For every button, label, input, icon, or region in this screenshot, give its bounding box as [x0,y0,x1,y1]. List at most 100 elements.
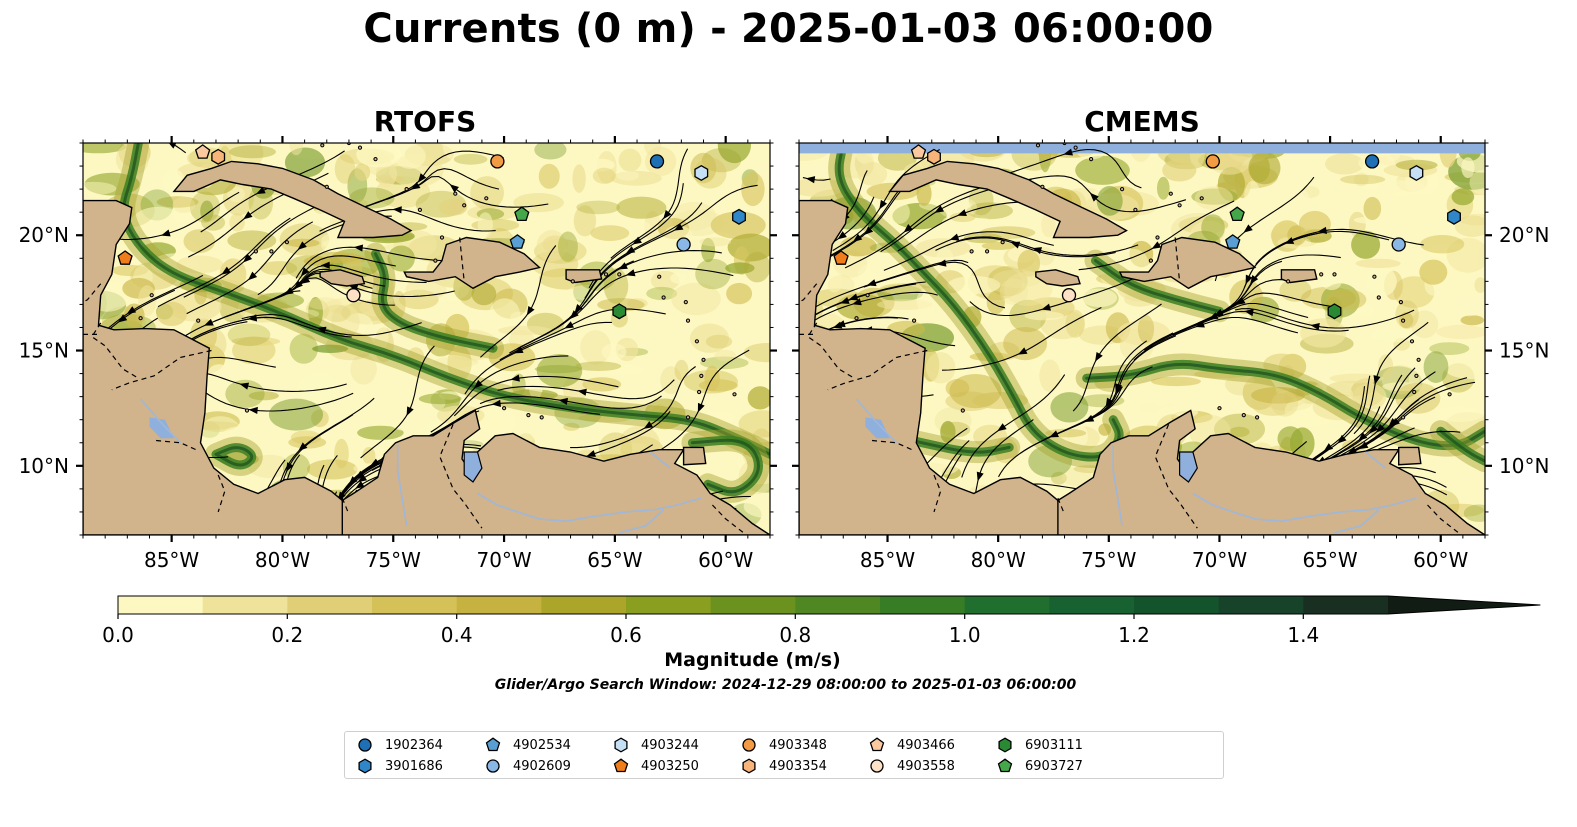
legend-item-4903250: 4903250 [613,757,699,775]
speed-patch [1062,466,1092,487]
platform-4903466 [910,144,927,159]
speed-patch [322,304,351,322]
speed-patch [1024,311,1064,321]
small-island [373,157,378,162]
streamline [479,395,662,409]
speed-patch [670,273,687,284]
streamline-arrow [569,310,579,320]
speed-patch [616,196,667,219]
land [799,143,1485,535]
streamline [1133,316,1299,361]
speed-patch [1449,292,1485,317]
speed-patch [513,193,564,213]
small-island [539,415,544,420]
speed-patch [586,158,615,172]
landmass [341,409,770,535]
speed-patch [699,237,732,247]
platform-3901686 [732,208,746,225]
speed-patch [473,417,510,429]
axis-ticks [792,136,1492,542]
legend-marker [869,737,885,752]
streamline-arrow [564,321,574,329]
speed-patch [418,393,462,405]
speed-patch [1370,180,1426,196]
speed-patch [888,200,910,224]
small-island [462,203,467,208]
speed-patch [919,198,973,212]
speed-patch [1080,288,1118,308]
speed-patch [289,143,304,156]
pentagon-marker-icon [613,758,629,773]
river [477,492,702,523]
speed-patch [130,206,186,243]
legend-marker [358,758,372,774]
streamline-arrow [298,442,308,452]
platform-4903558 [346,288,361,303]
speed-patch [1325,153,1364,175]
colorbar-tick-label: 1.4 [1287,623,1319,647]
jet-center [837,143,1121,459]
speed-patch [542,235,568,254]
colorbar-bin [456,596,542,614]
speed-patch [83,181,117,196]
streamline-arrow [513,346,524,354]
speed-patch [826,269,843,293]
hexagon-marker-icon [742,758,756,774]
speed-patch [1296,365,1341,380]
streamline [241,313,422,336]
lat-tick-label: 10°N [1499,454,1549,478]
streamline-arrow [618,262,628,270]
streamline-arrow [160,229,171,237]
landmass [888,160,1128,239]
speed-patch [288,436,327,449]
streamline-arrow [1041,303,1051,311]
speed-patch [799,178,845,197]
legend-label: 6903727 [1025,758,1083,774]
lake-maracaibo [463,451,483,483]
jet-center [1085,362,1485,448]
speed-patch [156,301,188,326]
speed-patch [1378,354,1394,378]
streamline-arrow [643,421,654,429]
streamline [341,168,500,217]
speed-patch [247,454,292,478]
speed-patch [1388,191,1418,212]
circle-marker-icon [870,759,884,773]
platform-4903250 [833,250,849,265]
speed-patch [1478,244,1485,277]
speed-patch [334,438,349,469]
lon-tick-label: 75°W [1081,548,1136,572]
legend-item-4903354: 4903354 [741,757,827,775]
streamline-arrow [316,326,327,334]
speed-patch [390,415,427,432]
small-island [1401,415,1406,420]
border [1057,497,1066,515]
legend-item-4902534: 4902534 [485,736,571,754]
legend-marker [486,759,500,773]
speed-patch [582,377,622,392]
speed-patch [225,379,265,408]
speed-patch [699,379,738,392]
speed-patch [940,421,971,438]
streamline-arrow [410,181,421,190]
speed-patch [992,269,1042,288]
streamline-arrow [586,450,596,457]
streamline-arrow [247,314,258,322]
platform-4903354 [211,148,226,165]
speed-patch [349,187,395,209]
streamline-arrow [1250,274,1259,285]
streamline [611,184,758,265]
speed-patch [308,297,323,327]
speed-patch [447,345,472,381]
speed-patch [925,352,956,384]
small-island [697,389,702,395]
speed-patch [387,245,415,272]
river [396,445,408,526]
colorbar-bin [626,596,712,614]
small-island [357,145,363,150]
speed-patch [700,411,735,424]
speed-patch [311,409,329,428]
speed-patch [705,334,733,349]
streamline-arrow [320,261,330,269]
small-island [1398,300,1404,305]
